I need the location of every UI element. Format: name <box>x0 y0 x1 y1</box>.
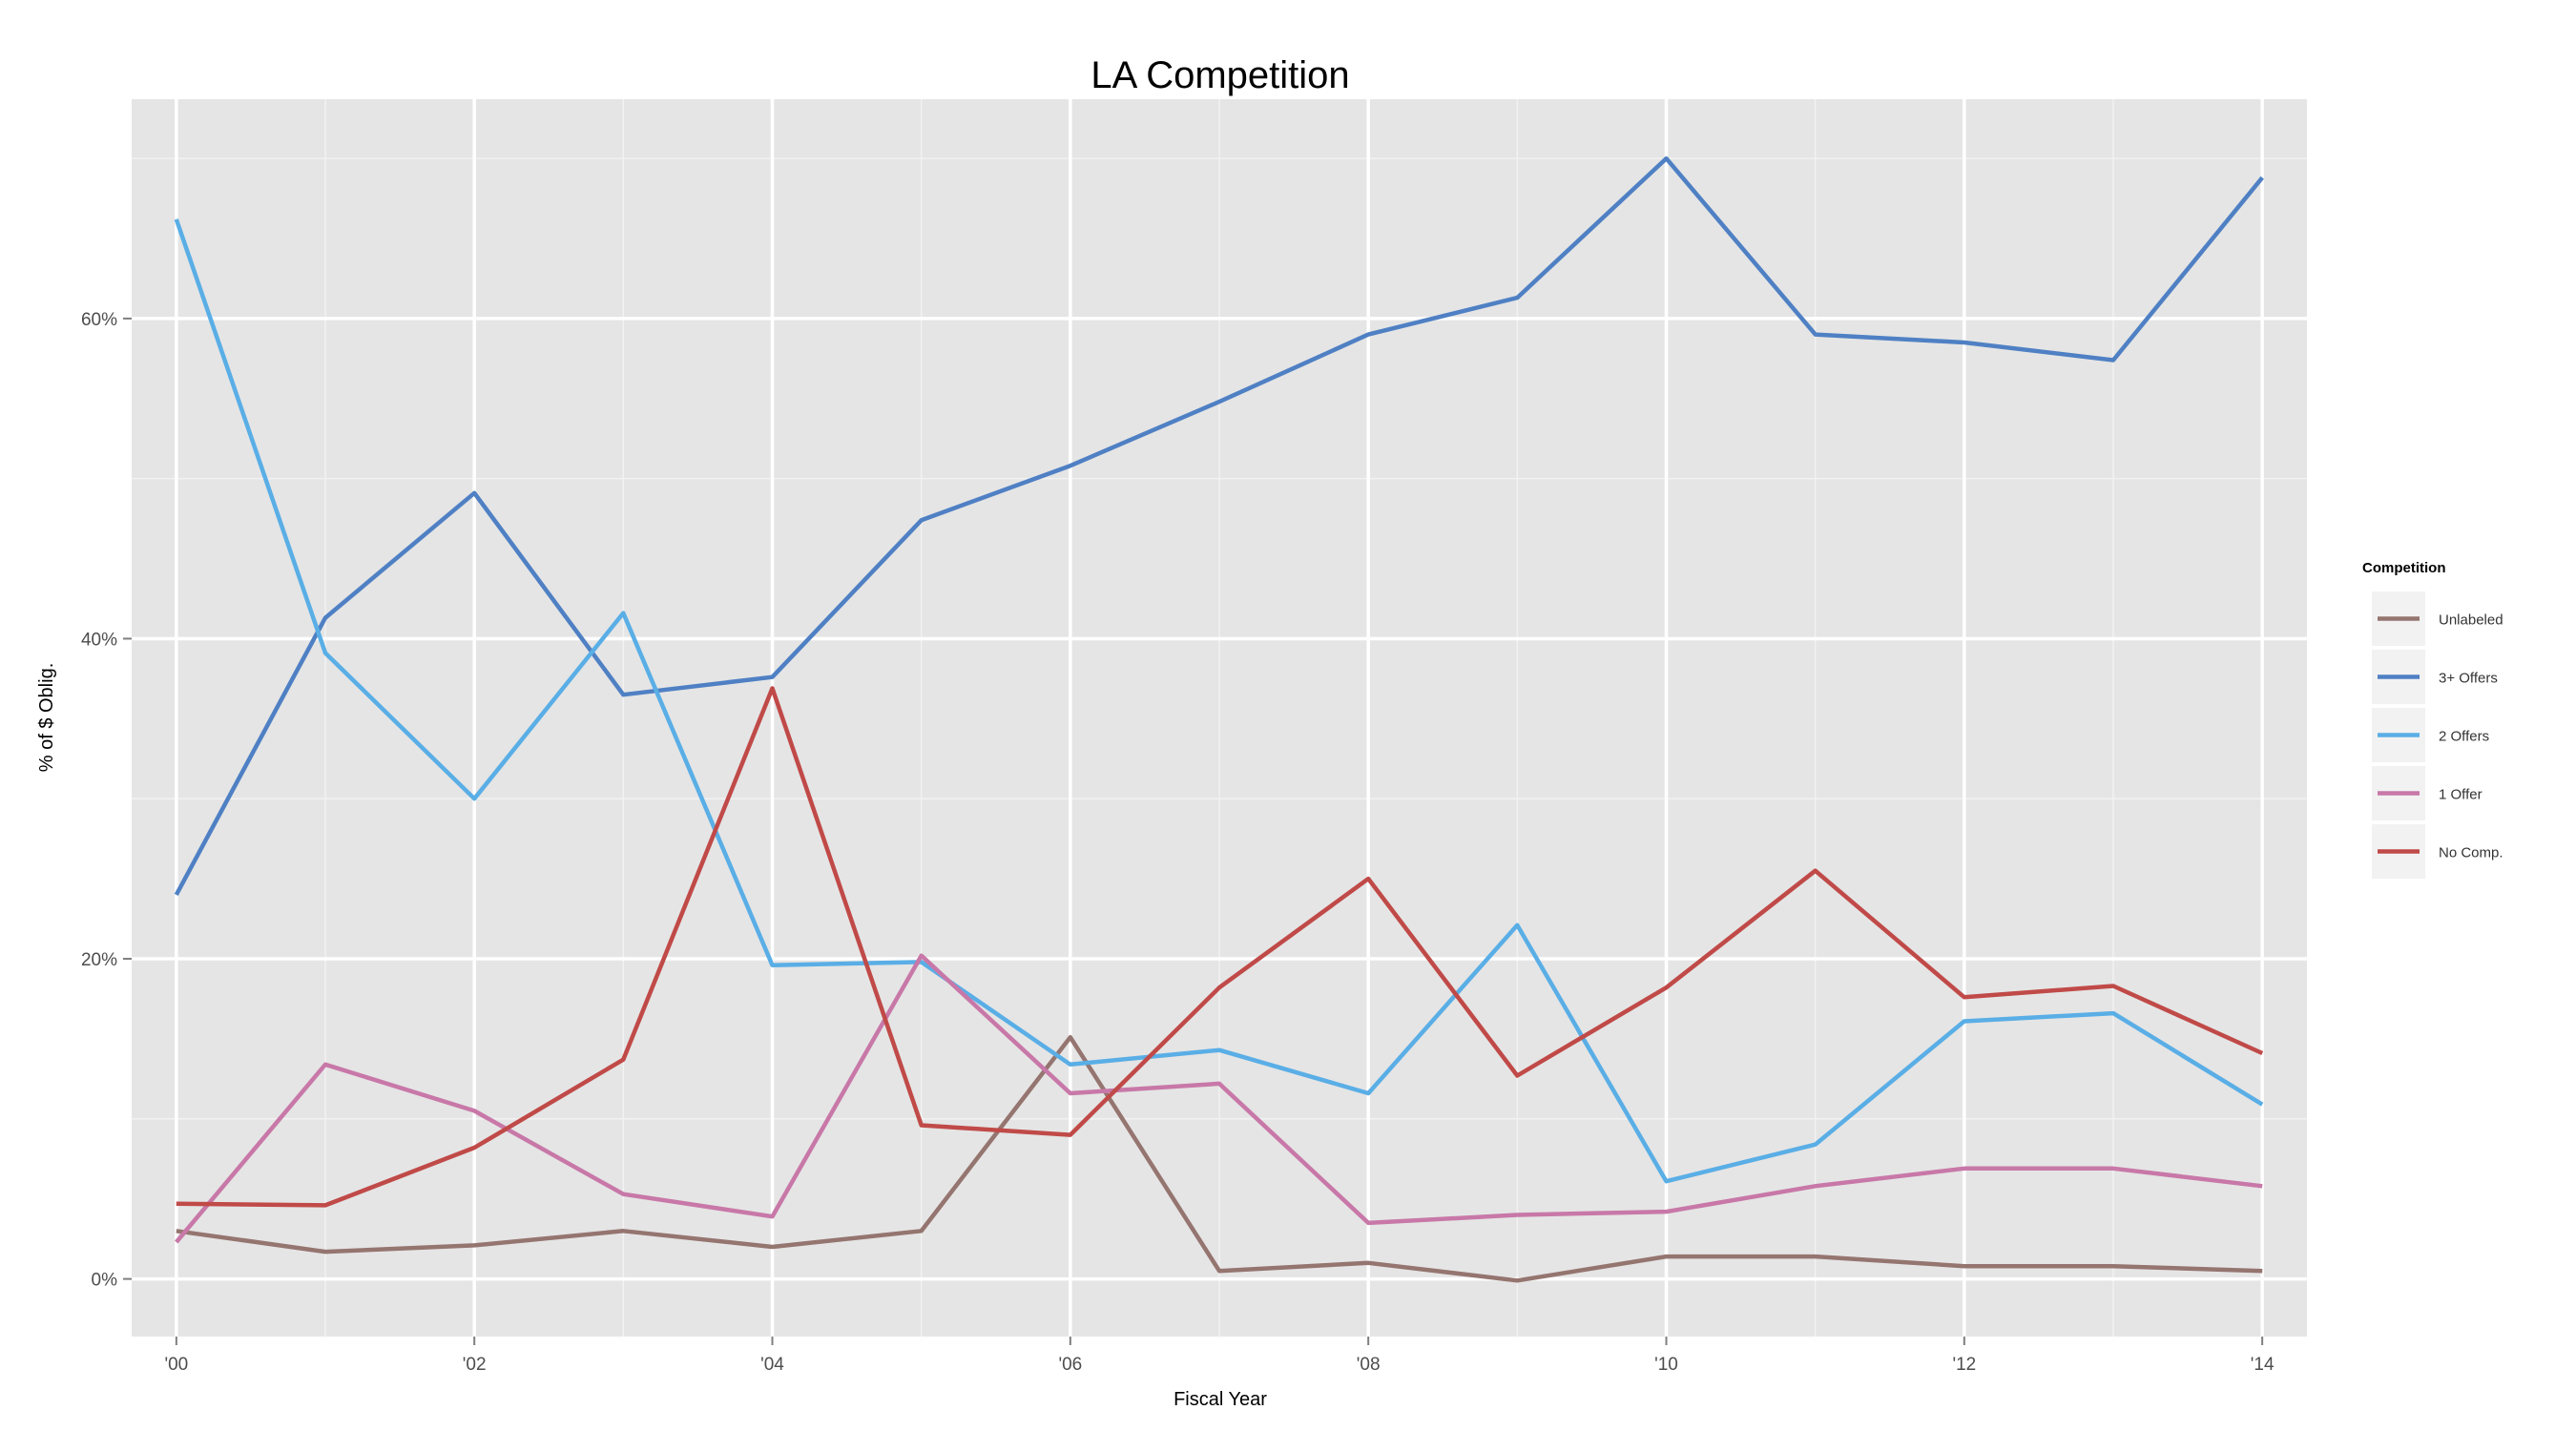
series-lines <box>174 156 2264 1283</box>
series-line-no-comp <box>176 686 2264 1208</box>
series-line-unlabeled <box>176 1034 2263 1283</box>
y-tick-label: 0% <box>92 1271 118 1291</box>
y-axis-title: % of $ Oblig. <box>36 663 57 773</box>
major-gridlines <box>132 99 2307 1337</box>
series-line-2-offers <box>174 218 2264 1184</box>
series-line-3-offers <box>174 156 2264 896</box>
minor-gridlines <box>132 99 2307 1337</box>
legend-title: Competition <box>2362 560 2446 576</box>
x-tick-label: '00 <box>164 1355 188 1375</box>
x-tick-label: '12 <box>1952 1355 1976 1375</box>
legend-label: 2 Offers <box>2439 729 2489 745</box>
x-tick-label: '10 <box>1654 1355 1678 1375</box>
x-tick-label: '08 <box>1357 1355 1381 1375</box>
y-tick-label: 20% <box>81 950 117 970</box>
x-tick-label: '02 <box>463 1355 487 1375</box>
x-axis-title: Fiscal Year <box>1174 1389 1267 1410</box>
legend-label: No Comp. <box>2439 845 2503 861</box>
x-tick-label: '06 <box>1058 1355 1082 1375</box>
legend-label: 1 Offer <box>2439 787 2483 803</box>
legend-label: 3+ Offers <box>2439 671 2498 687</box>
x-tick-label: '14 <box>2251 1355 2275 1375</box>
legend-label: Unlabeled <box>2439 612 2503 629</box>
x-tick-label: '04 <box>760 1355 784 1375</box>
x-axis: '00 '02 '04 '06 '08 '10 '12 '14 <box>164 1337 2275 1375</box>
series-line-1-offer <box>175 953 2263 1244</box>
y-tick-label: 40% <box>81 630 117 650</box>
chart-title: LA Competition <box>1091 54 1349 96</box>
legend: Competition Unlabeled 3+ Offers 2 Offers 1 … <box>2362 560 2503 879</box>
y-axis: 0% 20% 40% 60% <box>81 310 132 1291</box>
y-tick-label: 60% <box>81 310 117 330</box>
